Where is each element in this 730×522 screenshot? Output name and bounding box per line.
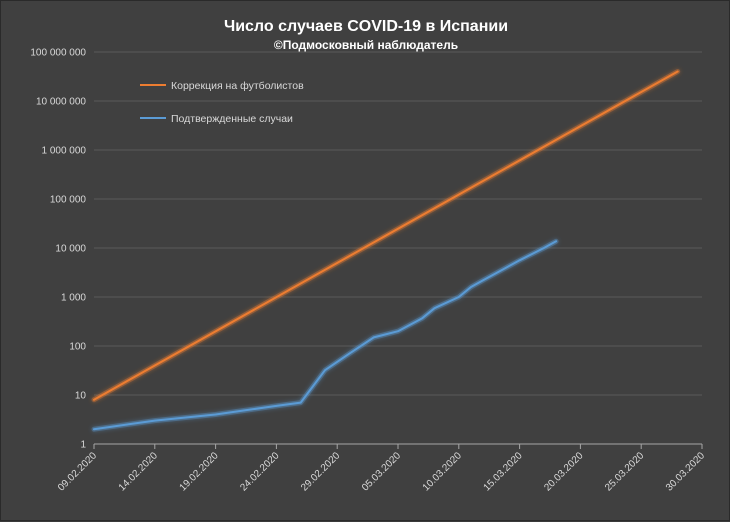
data-point [324, 369, 326, 372]
x-tick-label: 14.02.2020 [117, 450, 160, 493]
data-point [458, 296, 460, 298]
x-tick-label: 15.03.2020 [482, 450, 525, 493]
chart-subtitle: ©Подмосковный наблюдатель [274, 38, 458, 52]
data-point [275, 405, 278, 407]
legend-label: Коррекция на футболистов [171, 80, 304, 92]
y-tick-label: 100 000 [50, 195, 87, 206]
data-point [433, 307, 436, 310]
data-point [348, 352, 351, 355]
data-point [299, 401, 302, 404]
grid [94, 51, 702, 445]
y-tick-label: 1 000 [61, 293, 86, 304]
series-line-1 [93, 240, 558, 431]
data-point [372, 336, 375, 339]
x-tick-label: 30.03.2020 [664, 450, 707, 493]
series-line-0 [93, 70, 679, 401]
data-point [543, 247, 545, 249]
y-tick-label: 10 000 [55, 244, 86, 255]
data-point [397, 330, 399, 333]
x-tick-label: 20.03.2020 [542, 450, 585, 493]
series-layer [91, 69, 681, 432]
legend-label: Подтвержденные случаи [171, 113, 293, 125]
y-tick-label: 100 [69, 342, 86, 353]
data-point [93, 398, 95, 401]
y-tick-label: 1 [80, 440, 86, 451]
chart-title: Число случаев COVID-19 в Испании [224, 18, 508, 35]
data-point [518, 259, 521, 262]
x-tick-label: 10.03.2020 [421, 450, 464, 493]
data-point [482, 279, 484, 282]
data-point [93, 428, 95, 431]
data-point [470, 286, 472, 288]
data-point [421, 317, 424, 320]
y-tick-label: 10 [75, 391, 87, 402]
y-tick-label: 100 000 000 [30, 48, 86, 59]
data-point [494, 272, 497, 275]
legend: Коррекция на футболистов Подтвержденные с… [140, 80, 304, 125]
x-tick-label: 25.03.2020 [603, 450, 646, 493]
x-tick-label: 24.02.2020 [238, 450, 281, 493]
data-point [676, 70, 679, 73]
data-point [214, 413, 217, 416]
y-tick-label: 1 000 000 [42, 146, 87, 157]
y-tick-label: 10 000 000 [36, 97, 86, 108]
x-tick-label: 05.03.2020 [360, 450, 403, 493]
data-point [555, 240, 557, 243]
x-tick-label: 09.02.2020 [56, 450, 99, 493]
x-tick-label: 29.02.2020 [299, 450, 342, 493]
x-tick-label: 19.02.2020 [178, 450, 221, 493]
data-point [154, 419, 156, 422]
